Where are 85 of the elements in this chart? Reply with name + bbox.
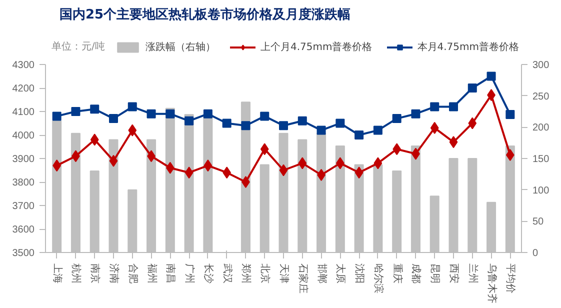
point [109, 114, 118, 124]
chart-title: 国内25个主要地区热轧板卷市场价格及月度涨跌幅 [60, 6, 351, 22]
point [71, 107, 80, 116]
x-tick-label: 福州 [146, 264, 158, 284]
x-tick-label: 石家庄 [296, 264, 309, 294]
point [184, 116, 194, 126]
point [354, 130, 364, 140]
point [52, 112, 62, 121]
x-tick-label: 沈阳 [354, 264, 366, 284]
y-tick-label: 3800 [12, 178, 35, 188]
y-tick-label: 3500 [12, 248, 35, 259]
point [449, 102, 458, 112]
x-tick-label: 南昌 [164, 264, 177, 284]
y-tick-label: 4200 [12, 84, 35, 94]
x-tick-label: 济南 [108, 264, 120, 284]
x-tick-label: 北京 [259, 264, 272, 284]
point [241, 121, 250, 130]
point [316, 126, 326, 135]
legend-label: 上个月4.75mm普卷价格 [260, 40, 372, 54]
x-tick-label: 长沙 [202, 264, 214, 284]
x-tick-label: 乌鲁木齐 [486, 264, 498, 304]
x-tick-label: 平均价 [504, 264, 517, 294]
x-tick-label: 杭州 [70, 262, 82, 284]
point [242, 176, 250, 188]
x-tick-label: 广州 [184, 264, 196, 284]
x-tick-label: 昆明 [429, 264, 440, 284]
y-tick-label: 3900 [12, 154, 35, 165]
y2-tick-label: 0 [532, 248, 538, 259]
point [354, 166, 364, 179]
x-tick-label: 重庆 [391, 264, 404, 284]
x-tick-label: 成都 [410, 264, 422, 284]
point [204, 160, 212, 172]
y2-tick-label: 300 [532, 60, 550, 71]
y2-tick-label: 200 [532, 122, 550, 134]
point [430, 102, 440, 112]
point [279, 121, 288, 130]
point [279, 164, 288, 176]
point [184, 166, 194, 179]
point [486, 72, 496, 81]
point [298, 116, 307, 126]
point [392, 114, 402, 124]
y-tick-label: 4100 [12, 107, 35, 118]
x-tick-label: 郑州 [240, 264, 252, 284]
y-tick-label: 3600 [12, 224, 35, 236]
x-tick-label: 西安 [448, 264, 460, 284]
y2-tick-label: 50 [532, 216, 544, 228]
point [166, 109, 175, 118]
point [506, 110, 515, 120]
point [298, 157, 307, 170]
y-tick-label: 4000 [12, 130, 35, 142]
point [90, 104, 100, 114]
text: 单位：元/吨 [52, 40, 105, 52]
legend-label: 本月4.75mm普卷价格 [417, 40, 519, 54]
x-tick-label: 太原 [334, 264, 347, 284]
point [374, 157, 382, 170]
x-tick-label: 兰州 [466, 264, 479, 284]
point [128, 124, 137, 136]
point [90, 134, 99, 146]
point [260, 143, 269, 156]
point [203, 109, 212, 118]
x-tick-label: 南京 [89, 264, 102, 284]
x-tick-label: 武汉 [221, 264, 234, 284]
point [449, 136, 458, 148]
point [222, 118, 232, 128]
point [336, 118, 345, 128]
legend-label: 涨跌幅（右轴） [146, 40, 216, 54]
point [468, 84, 477, 92]
point [260, 112, 270, 121]
x-tick-label: 邯郸 [316, 264, 328, 284]
point [373, 126, 382, 135]
point [146, 109, 156, 118]
x-tick-label: 上海 [51, 264, 64, 284]
y2-tick-label: 250 [532, 91, 550, 102]
point [468, 117, 477, 130]
point [109, 154, 118, 167]
y-tick-label: 4300 [12, 60, 35, 71]
y-tick-label: 3700 [12, 201, 35, 212]
y2-tick-label: 150 [532, 154, 550, 165]
point [411, 109, 420, 118]
x-tick-label: 哈尔滨 [372, 264, 384, 294]
point [128, 102, 137, 112]
point [430, 122, 439, 134]
y2-tick-label: 100 [532, 185, 550, 196]
x-tick-label: 合肥 [126, 264, 139, 284]
x-tick-label: 天津 [278, 264, 290, 284]
